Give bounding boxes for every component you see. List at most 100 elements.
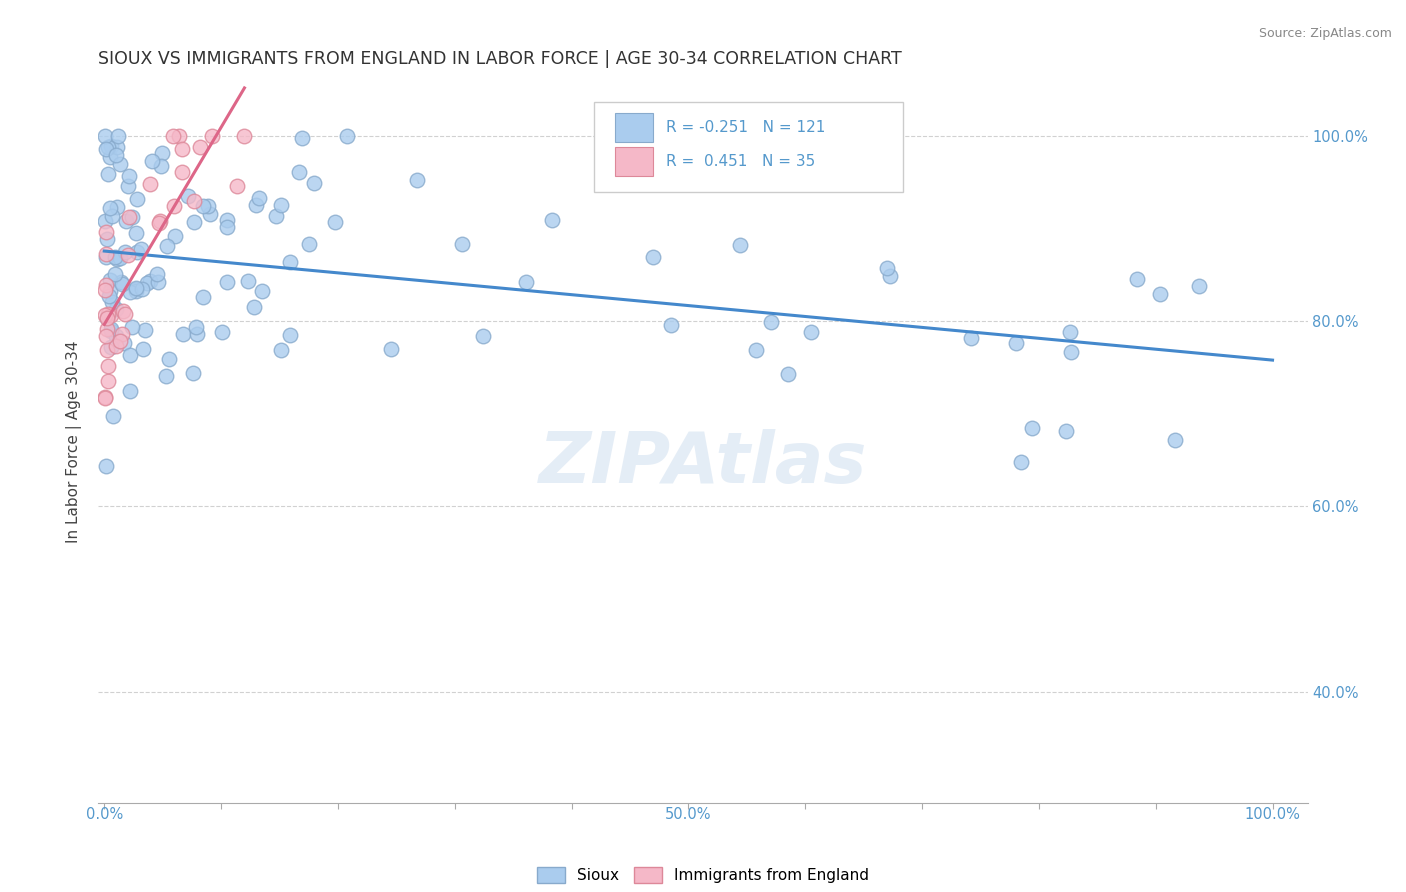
Point [1059, 325, 1081, 339]
Point [94, 308, 117, 322]
Point [302, 176, 325, 190]
Point [186, 327, 208, 342]
Point [245, 198, 267, 212]
Point [112, 335, 135, 350]
Point [139, 274, 162, 288]
Point [110, 276, 132, 290]
Point [114, 307, 136, 321]
Point [97, 288, 120, 302]
Point [177, 189, 200, 203]
Point [291, 131, 314, 145]
Point [172, 327, 194, 342]
Point [129, 242, 152, 256]
Point [198, 207, 221, 221]
Point [141, 154, 163, 169]
Point [111, 326, 134, 341]
Point [121, 320, 143, 334]
Text: R =  0.451   N = 35: R = 0.451 N = 35 [665, 154, 814, 169]
Point [94, 390, 117, 404]
Point [104, 267, 127, 281]
Point [278, 254, 301, 268]
Point [960, 331, 983, 345]
Point [97, 359, 120, 373]
Text: SIOUX VS IMMIGRANTS FROM ENGLAND IN LABOR FORCE | AGE 30-34 CORRELATION CHART: SIOUX VS IMMIGRANTS FROM ENGLAND IN LABO… [98, 50, 903, 68]
Point [117, 248, 139, 262]
Point [96, 343, 118, 357]
Point [247, 191, 270, 205]
Point [96, 458, 118, 473]
Point [96, 247, 118, 261]
Point [191, 199, 214, 213]
Text: 50.0%: 50.0% [665, 807, 711, 822]
Point [93, 391, 115, 405]
Point [125, 284, 148, 298]
Point [96, 328, 118, 343]
Point [94, 250, 117, 264]
Point [105, 252, 128, 266]
Point [97, 374, 120, 388]
Point [1164, 433, 1187, 447]
Point [197, 199, 219, 213]
Point [146, 275, 169, 289]
Point [94, 213, 117, 227]
Point [759, 315, 782, 329]
Point [94, 278, 117, 293]
Point [181, 366, 204, 380]
Point [233, 128, 256, 143]
Point [298, 237, 321, 252]
Point [105, 339, 128, 353]
Point [98, 284, 121, 298]
Point [264, 209, 287, 223]
Point [148, 216, 170, 230]
Point [94, 225, 117, 239]
Point [380, 343, 402, 357]
Point [125, 226, 148, 240]
Point [250, 285, 273, 299]
Point [879, 269, 901, 284]
Point [104, 250, 127, 264]
Point [125, 281, 148, 295]
Point [156, 239, 179, 253]
Point [145, 268, 167, 282]
Point [278, 327, 301, 342]
Point [172, 142, 194, 156]
Point [120, 384, 142, 398]
Point [118, 348, 141, 362]
Point [226, 178, 249, 193]
Point [132, 343, 155, 357]
Point [778, 368, 800, 382]
Point [540, 213, 562, 227]
Y-axis label: In Labor Force | Age 30-34: In Labor Force | Age 30-34 [66, 340, 83, 543]
Point [1021, 420, 1043, 434]
Point [659, 318, 682, 333]
Point [188, 139, 211, 153]
Point [100, 322, 122, 336]
FancyBboxPatch shape [595, 102, 903, 193]
Point [101, 209, 124, 223]
Point [134, 323, 156, 337]
Point [800, 325, 823, 339]
Point [114, 214, 136, 228]
Point [100, 324, 122, 338]
Point [125, 280, 148, 294]
FancyBboxPatch shape [614, 112, 654, 142]
Point [215, 213, 238, 227]
Point [236, 274, 259, 288]
Point [184, 319, 207, 334]
Point [1187, 278, 1209, 293]
Point [110, 277, 132, 291]
Point [323, 215, 346, 229]
Point [139, 178, 162, 192]
Point [288, 165, 311, 179]
Legend: Sioux, Immigrants from England: Sioux, Immigrants from England [531, 861, 875, 889]
Point [121, 210, 143, 224]
Text: ZIPAtlas: ZIPAtlas [538, 429, 868, 498]
Point [97, 140, 120, 154]
Point [167, 128, 190, 143]
Point [215, 275, 238, 289]
Point [1060, 344, 1083, 359]
Point [876, 261, 898, 276]
Point [100, 139, 122, 153]
Point [101, 295, 124, 310]
Point [127, 244, 149, 259]
